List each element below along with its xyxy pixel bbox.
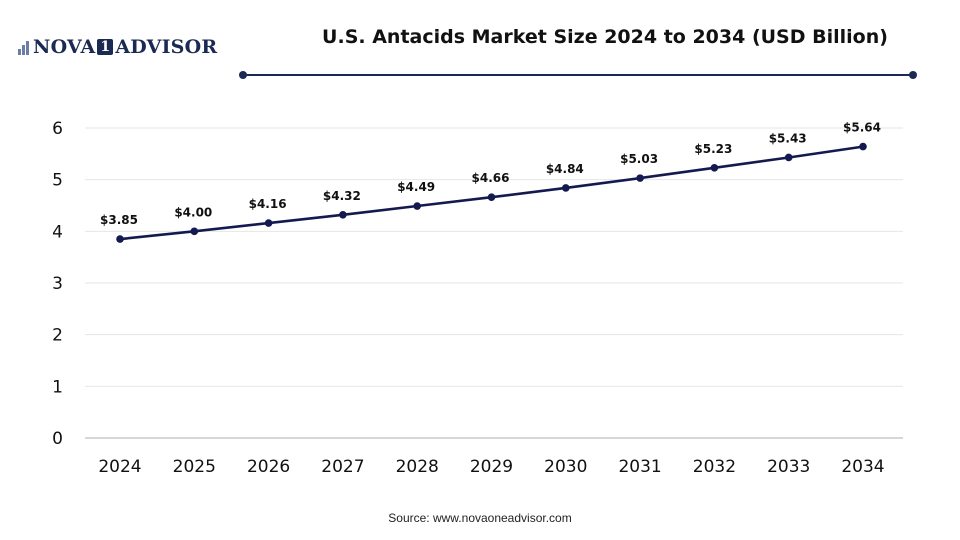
data-label: $3.85 — [100, 213, 138, 227]
data-point — [636, 174, 644, 182]
x-tick-label: 2025 — [173, 457, 216, 477]
brand-name-left: NOVA — [33, 36, 96, 58]
data-label: $4.49 — [397, 180, 435, 194]
data-point — [859, 142, 867, 151]
data-point — [190, 227, 199, 236]
title-divider — [239, 71, 917, 79]
x-tick-label: 2033 — [767, 457, 810, 477]
bar-chart-icon — [18, 39, 30, 55]
data-label: $4.84 — [546, 162, 584, 176]
x-tick-label: 2030 — [544, 457, 587, 477]
data-label: $5.43 — [769, 131, 807, 145]
x-tick-label: 2024 — [98, 457, 141, 477]
series-line — [119, 145, 864, 241]
data-point — [116, 235, 124, 243]
data-label: $5.64 — [843, 121, 881, 135]
brand-logo: NOVA 1 ADVISOR — [18, 32, 217, 62]
y-tick-label: 5 — [52, 171, 63, 191]
x-tick-label: 2027 — [321, 457, 364, 477]
data-labels: $3.85 $4.00 $4.16 $4.32 $4.49 $4.66 $4.84 $5.03… — [100, 121, 881, 227]
data-label: $4.00 — [174, 205, 212, 219]
data-point — [487, 193, 496, 202]
x-tick-label: 2031 — [618, 457, 661, 477]
data-point — [413, 202, 422, 210]
data-label: $5.03 — [620, 152, 658, 166]
y-tick-label: 1 — [52, 377, 63, 397]
data-point — [264, 219, 273, 227]
data-point — [710, 163, 719, 172]
data-point — [562, 184, 570, 192]
y-tick-label: 2 — [52, 326, 63, 346]
y-tick-label: 6 — [52, 119, 63, 139]
divider-dot-right — [909, 71, 917, 79]
series-markers — [116, 142, 867, 243]
data-point — [339, 211, 347, 219]
y-tick-label: 3 — [52, 274, 63, 294]
x-axis: 2024 2025 2026 2027 2028 2029 2030 2031 2032 2033… — [85, 437, 903, 477]
x-tick-label: 2034 — [841, 457, 884, 477]
chart-title: U.S. Antacids Market Size 2024 to 2034 (… — [322, 26, 888, 48]
y-axis: 0 1 2 3 4 5 6 — [52, 119, 63, 449]
y-tick-label: 4 — [52, 222, 63, 242]
x-tick-label: 2026 — [247, 457, 290, 477]
source-note: Source: www.novaoneadvisor.com — [388, 511, 572, 525]
data-label: $4.16 — [249, 197, 287, 211]
data-label: $4.32 — [323, 189, 361, 203]
x-tick-label: 2032 — [693, 457, 736, 477]
divider-dot-left — [239, 71, 247, 79]
x-tick-label: 2028 — [396, 457, 439, 477]
gridlines — [85, 127, 903, 387]
data-label: $5.23 — [694, 142, 732, 156]
data-point — [784, 153, 793, 162]
y-tick-label: 0 — [52, 429, 63, 449]
series-polyline — [119, 145, 864, 241]
brand-name-right: ADVISOR — [115, 36, 218, 58]
brand-name: NOVA 1 ADVISOR — [33, 36, 217, 58]
x-tick-label: 2029 — [470, 457, 513, 477]
data-label: $4.66 — [472, 171, 510, 185]
brand-name-mid: 1 — [97, 39, 114, 55]
